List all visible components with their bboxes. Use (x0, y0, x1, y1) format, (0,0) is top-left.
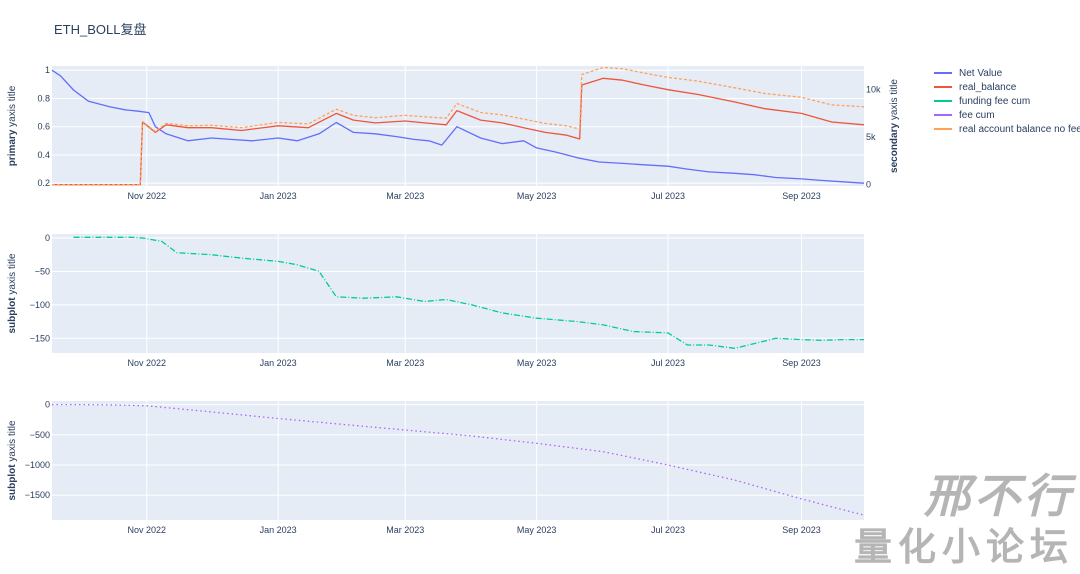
y-tick-label: −1000 (25, 460, 50, 470)
legend-item-funding-fee-cum[interactable]: funding fee cum (934, 94, 1080, 108)
subplot-2: Nov 2022 Jan 2023 Mar 2023 May 2023 Jul 2023… (7, 233, 864, 368)
y-tick-label: 0.4 (37, 150, 50, 160)
y-tick-label: −150 (30, 333, 50, 343)
legend[interactable]: Net Value real_balance funding fee cum f… (934, 66, 1080, 136)
legend-swatch-funding-fee-cum (934, 100, 952, 102)
plot-area (52, 234, 864, 353)
x-tick-label: May 2023 (517, 525, 557, 535)
y-tick-label: 0.8 (37, 93, 50, 103)
series-line-no_fee (52, 66, 865, 186)
legend-item-net-value[interactable]: Net Value (934, 66, 1080, 80)
x-tick-label: Sep 2023 (782, 191, 821, 201)
y2-tick-label: 0 (866, 180, 871, 190)
x-tick-label: Nov 2022 (128, 358, 167, 368)
x-tick-label: Jan 2023 (260, 358, 297, 368)
y-tick-label: 0.6 (37, 122, 50, 132)
series-line-funding (73, 236, 864, 349)
y-axis-title: subplot yaxis title (7, 253, 18, 333)
legend-item-real-balance[interactable]: real_balance (934, 80, 1080, 94)
y-tick-label: 1 (45, 65, 50, 75)
legend-label-net-value: Net Value (959, 67, 1003, 79)
y2-tick-label: 5k (866, 132, 876, 142)
x-tick-label: Sep 2023 (782, 525, 821, 535)
legend-label-fee-cum: fee cum (959, 109, 995, 121)
y-axis-title: subplot yaxis title (7, 420, 18, 500)
subplot-3: Nov 2022 Jan 2023 Mar 2023 May 2023 Jul 2023… (7, 400, 865, 535)
y-tick-label: 0 (45, 233, 50, 243)
legend-swatch-real-balance (934, 86, 952, 88)
series-line-real_balance (52, 77, 865, 186)
x-tick-label: Nov 2022 (128, 191, 167, 201)
x-tick-label: Jul 2023 (651, 191, 685, 201)
y-axis-title: primary yaxis title (7, 85, 18, 166)
chart-title: ETH_BOLL复盘 (54, 22, 146, 37)
y-tick-label: −50 (35, 266, 50, 276)
x-tick-label: Mar 2023 (386, 191, 424, 201)
legend-label-no-fee: real account balance no fee (959, 123, 1080, 135)
x-tick-label: Mar 2023 (386, 358, 424, 368)
y2-tick-label: 10k (866, 85, 881, 95)
x-tick-label: Mar 2023 (386, 525, 424, 535)
y-tick-label: −100 (30, 300, 50, 310)
legend-swatch-no-fee (934, 128, 952, 130)
x-tick-label: May 2023 (517, 358, 557, 368)
plot-area (52, 401, 864, 520)
y2-axis-title: secondary yaxis title (889, 79, 900, 173)
y-tick-label: 0.2 (37, 178, 50, 188)
legend-swatch-net-value (934, 72, 952, 74)
x-tick-label: Jul 2023 (651, 525, 685, 535)
x-tick-label: Jan 2023 (260, 191, 297, 201)
series-line-net_value (51, 69, 865, 184)
legend-swatch-fee-cum (934, 114, 952, 116)
legend-item-no-fee[interactable]: real account balance no fee (934, 122, 1080, 136)
legend-item-fee-cum[interactable]: fee cum (934, 108, 1080, 122)
x-tick-label: Jul 2023 (651, 358, 685, 368)
x-tick-label: May 2023 (517, 191, 557, 201)
y-tick-label: −1500 (25, 490, 50, 500)
legend-label-real-balance: real_balance (959, 81, 1017, 93)
subplot-1: Nov 2022 Jan 2023 Mar 2023 May 2023 Jul 2023… (7, 65, 900, 201)
y-tick-label: 0 (45, 400, 50, 410)
y-tick-label: −500 (30, 430, 50, 440)
x-tick-label: Sep 2023 (782, 358, 821, 368)
legend-label-funding-fee-cum: funding fee cum (959, 95, 1031, 107)
x-tick-label: Jan 2023 (260, 525, 297, 535)
x-tick-label: Nov 2022 (128, 525, 167, 535)
